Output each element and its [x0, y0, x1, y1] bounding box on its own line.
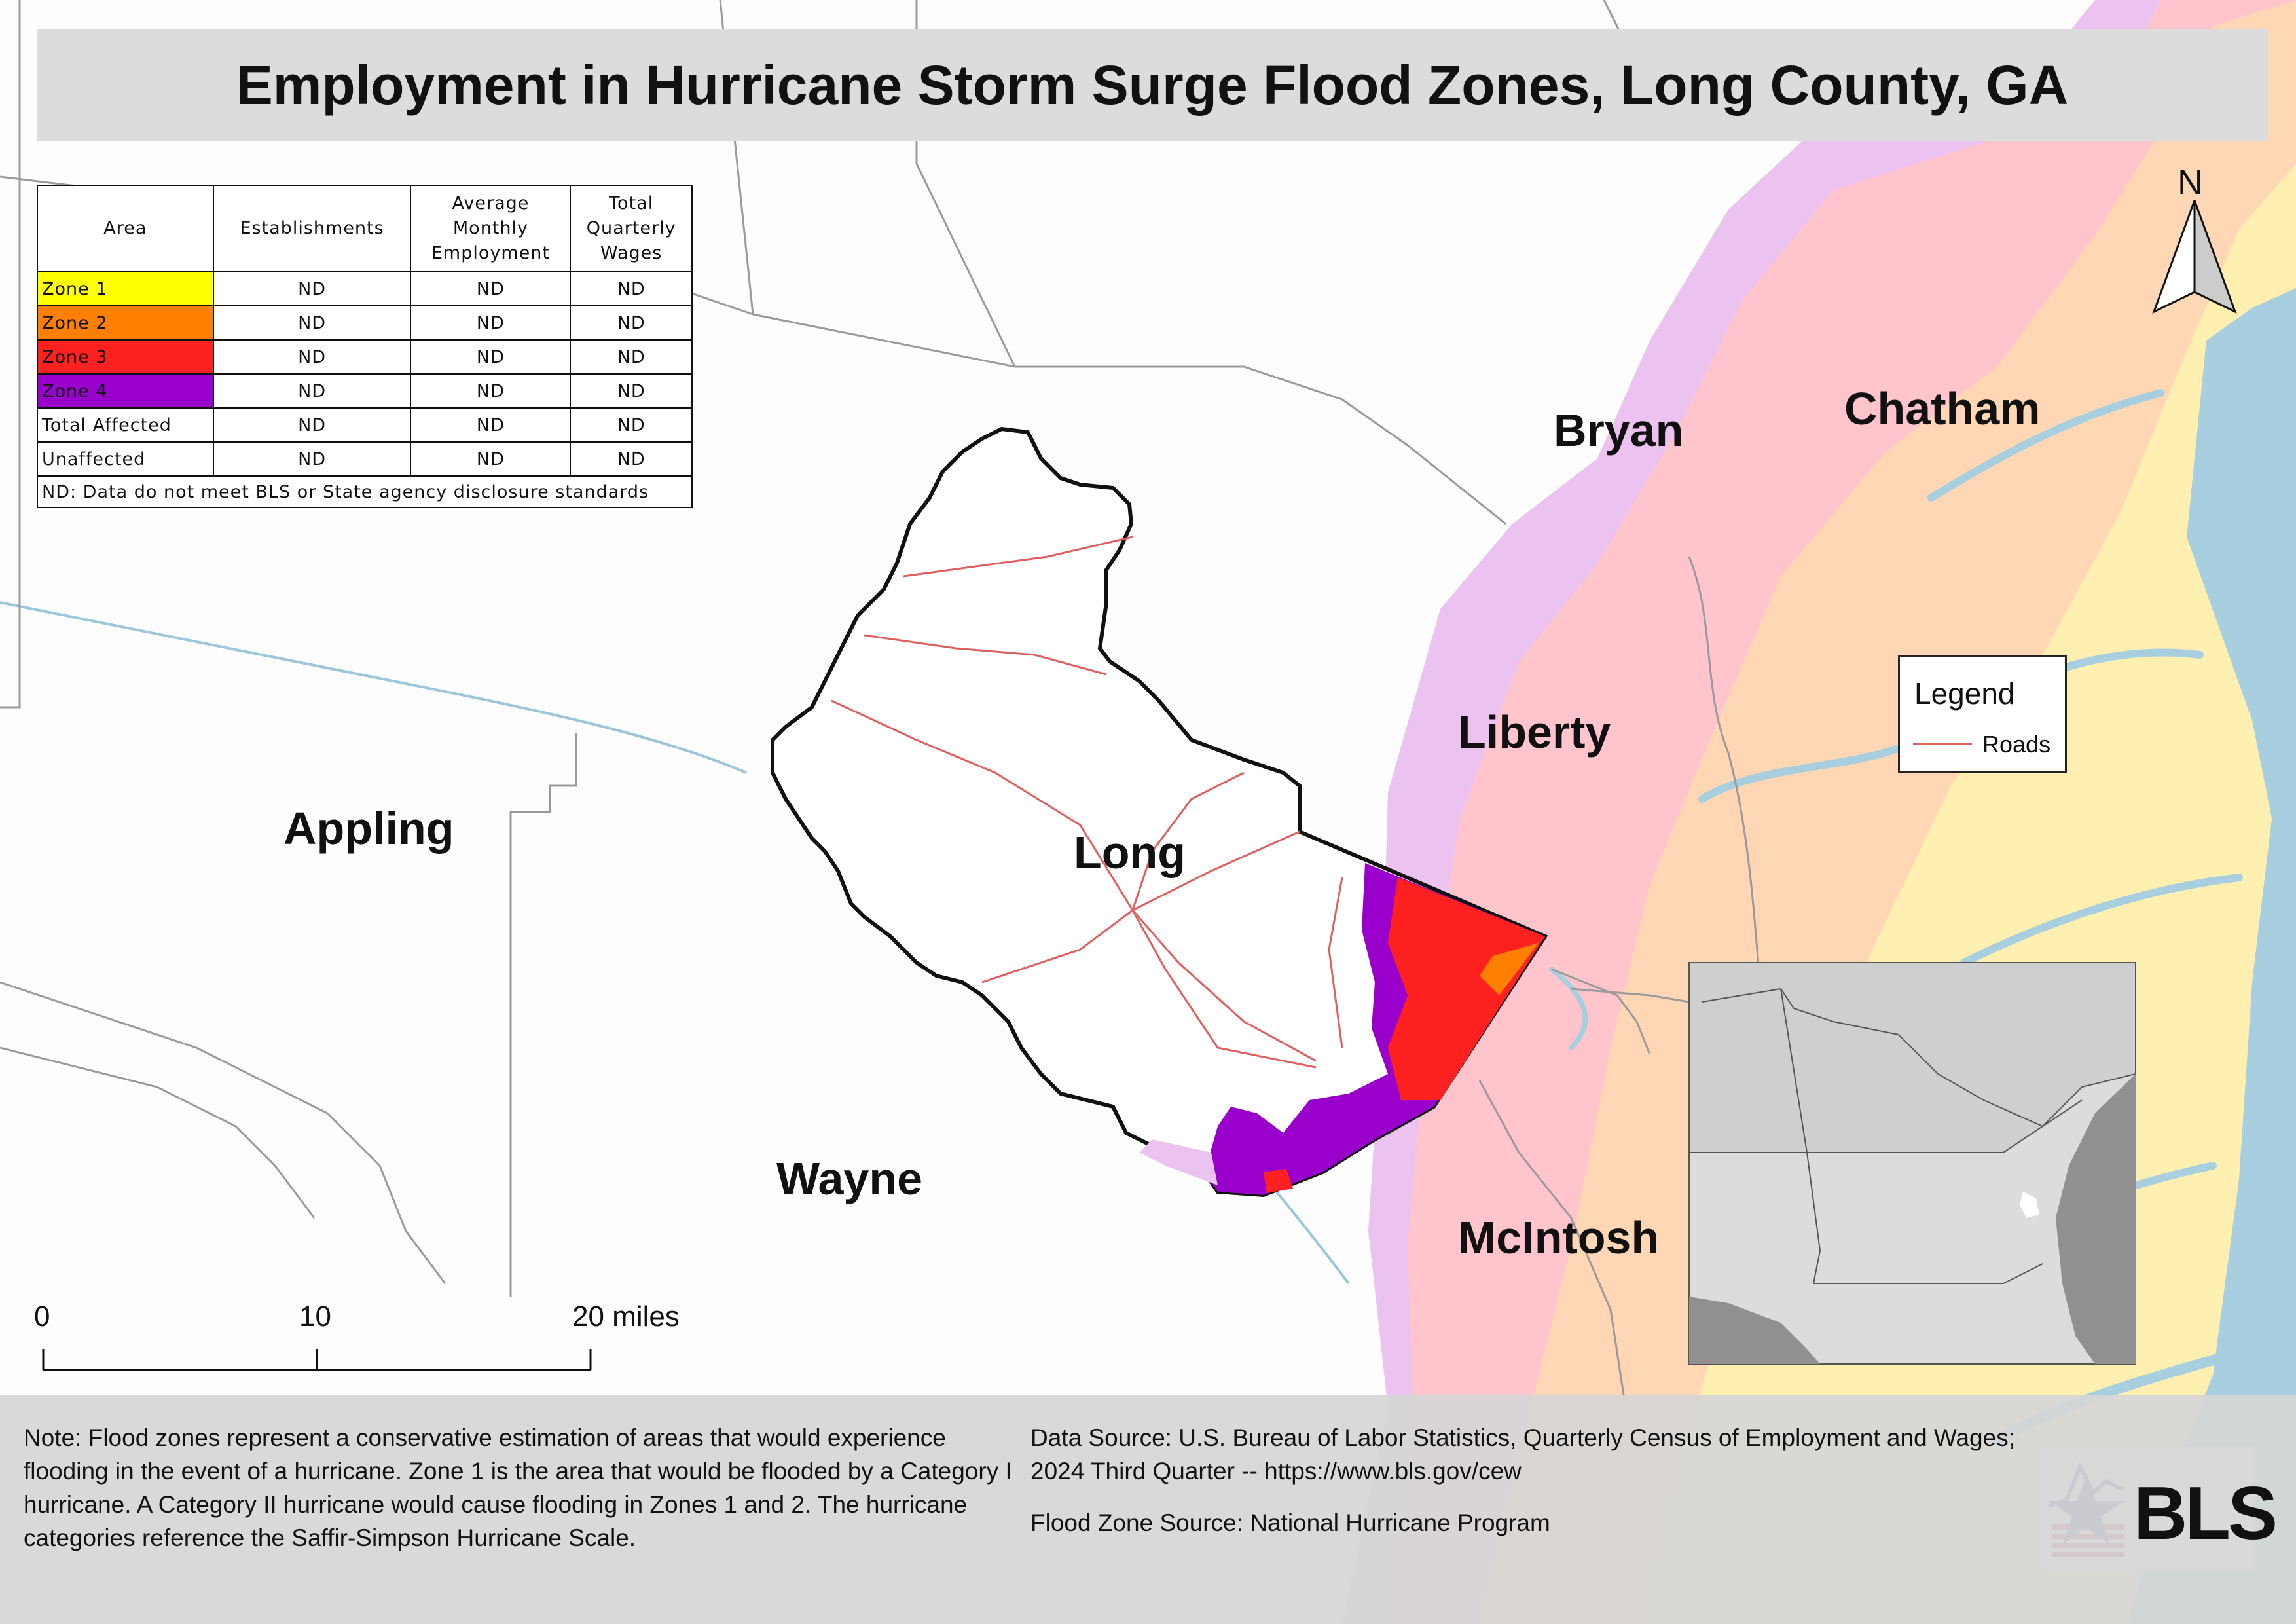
- table-row: Zone 1 ND ND ND: [37, 271, 693, 306]
- legend-roads-swatch: [1913, 743, 1972, 745]
- table-footnote-row: ND: Data do not meet BLS or State agency…: [37, 475, 693, 508]
- table-row: Total Affected ND ND ND: [37, 407, 693, 443]
- cell-establishments: ND: [212, 305, 412, 341]
- cell-employment: ND: [410, 441, 572, 477]
- county-label-wayne: Wayne: [776, 1153, 923, 1204]
- table-row: Unaffected ND ND ND: [37, 441, 693, 477]
- row-area-unaffected: Unaffected: [37, 441, 214, 477]
- row-area-zone-4: Zone 4: [37, 373, 214, 409]
- long-zone-3: [1388, 877, 1545, 1100]
- cell-wages: ND: [570, 271, 693, 306]
- data-source: Data Source: U.S. Bureau of Labor Statis…: [1030, 1424, 2015, 1485]
- county-label-chatham: Chatham: [1844, 383, 2041, 434]
- cell-employment: ND: [410, 407, 572, 443]
- cell-employment: ND: [410, 271, 572, 306]
- scale-label-10: 10: [299, 1301, 331, 1333]
- long-zone-2: [1480, 943, 1539, 995]
- cell-wages: ND: [570, 441, 693, 477]
- inset-map: [1688, 962, 2136, 1365]
- cell-wages: ND: [570, 305, 693, 341]
- north-arrow-icon: [2152, 200, 2237, 314]
- cell-wages: ND: [570, 339, 693, 375]
- cell-wages: ND: [570, 373, 693, 409]
- long-zone-3-south: [1264, 1169, 1293, 1193]
- legend-roads-label: Roads: [1982, 731, 2051, 758]
- cell-wages: ND: [570, 407, 693, 443]
- bls-logo: BLS: [2041, 1447, 2278, 1570]
- cell-establishments: ND: [212, 271, 412, 306]
- flood-zone-note: Note: Flood zones represent a conservati…: [24, 1424, 1012, 1551]
- header-employment: Average Monthly Employment: [410, 185, 572, 272]
- north-label: N: [2178, 163, 2203, 202]
- bls-logo-text: BLS: [2134, 1472, 2278, 1555]
- legend-title: Legend: [1914, 676, 2015, 710]
- title-band: Employment in Hurricane Storm Surge Floo…: [37, 29, 2268, 141]
- scale-label-0: 0: [34, 1301, 50, 1333]
- county-label-liberty: Liberty: [1458, 707, 1611, 758]
- wayne-zone-4-light: [1139, 1139, 1218, 1185]
- cell-employment: ND: [410, 305, 572, 341]
- cell-establishments: ND: [212, 407, 412, 443]
- long-county-boundary: [771, 426, 1548, 1198]
- header-area: Area: [37, 185, 214, 272]
- ocean-area: [2128, 288, 2296, 1624]
- county-label-mcintosh: McIntosh: [1458, 1212, 1660, 1263]
- row-area-zone-1: Zone 1: [37, 271, 214, 306]
- header-wages: Total Quarterly Wages: [570, 185, 693, 272]
- cell-establishments: ND: [212, 441, 412, 477]
- table-row: Zone 4 ND ND ND: [37, 373, 693, 409]
- cell-employment: ND: [410, 339, 572, 375]
- county-label-bryan: Bryan: [1554, 405, 1684, 456]
- scale-label-20: 20 miles: [572, 1301, 680, 1333]
- row-area-total-affected: Total Affected: [37, 407, 214, 443]
- roads: [831, 536, 1343, 1069]
- table-footnote: ND: Data do not meet BLS or State agency…: [37, 475, 693, 508]
- row-area-zone-2: Zone 2: [37, 305, 214, 341]
- county-label-appling: Appling: [283, 803, 454, 854]
- header-establishments: Establishments: [212, 185, 412, 272]
- cell-establishments: ND: [212, 373, 412, 409]
- cell-employment: ND: [410, 373, 572, 409]
- table-header-row: Area Establishments Average Monthly Empl…: [37, 185, 693, 272]
- table-row: Zone 3 ND ND ND: [37, 339, 693, 375]
- scale-bar: [42, 1349, 592, 1371]
- table-row: Zone 2 ND ND ND: [37, 305, 693, 341]
- row-area-zone-3: Zone 3: [37, 339, 214, 375]
- map-title: Employment in Hurricane Storm Surge Floo…: [236, 54, 2069, 116]
- county-label-long: Long: [1074, 827, 1186, 878]
- cell-establishments: ND: [212, 339, 412, 375]
- footer-band: [0, 1395, 2296, 1624]
- flood-zone-source: Flood Zone Source: National Hurricane Pr…: [1030, 1509, 1550, 1536]
- map-legend: Legend Roads: [1898, 655, 2067, 773]
- employment-table: Area Establishments Average Monthly Empl…: [37, 185, 693, 508]
